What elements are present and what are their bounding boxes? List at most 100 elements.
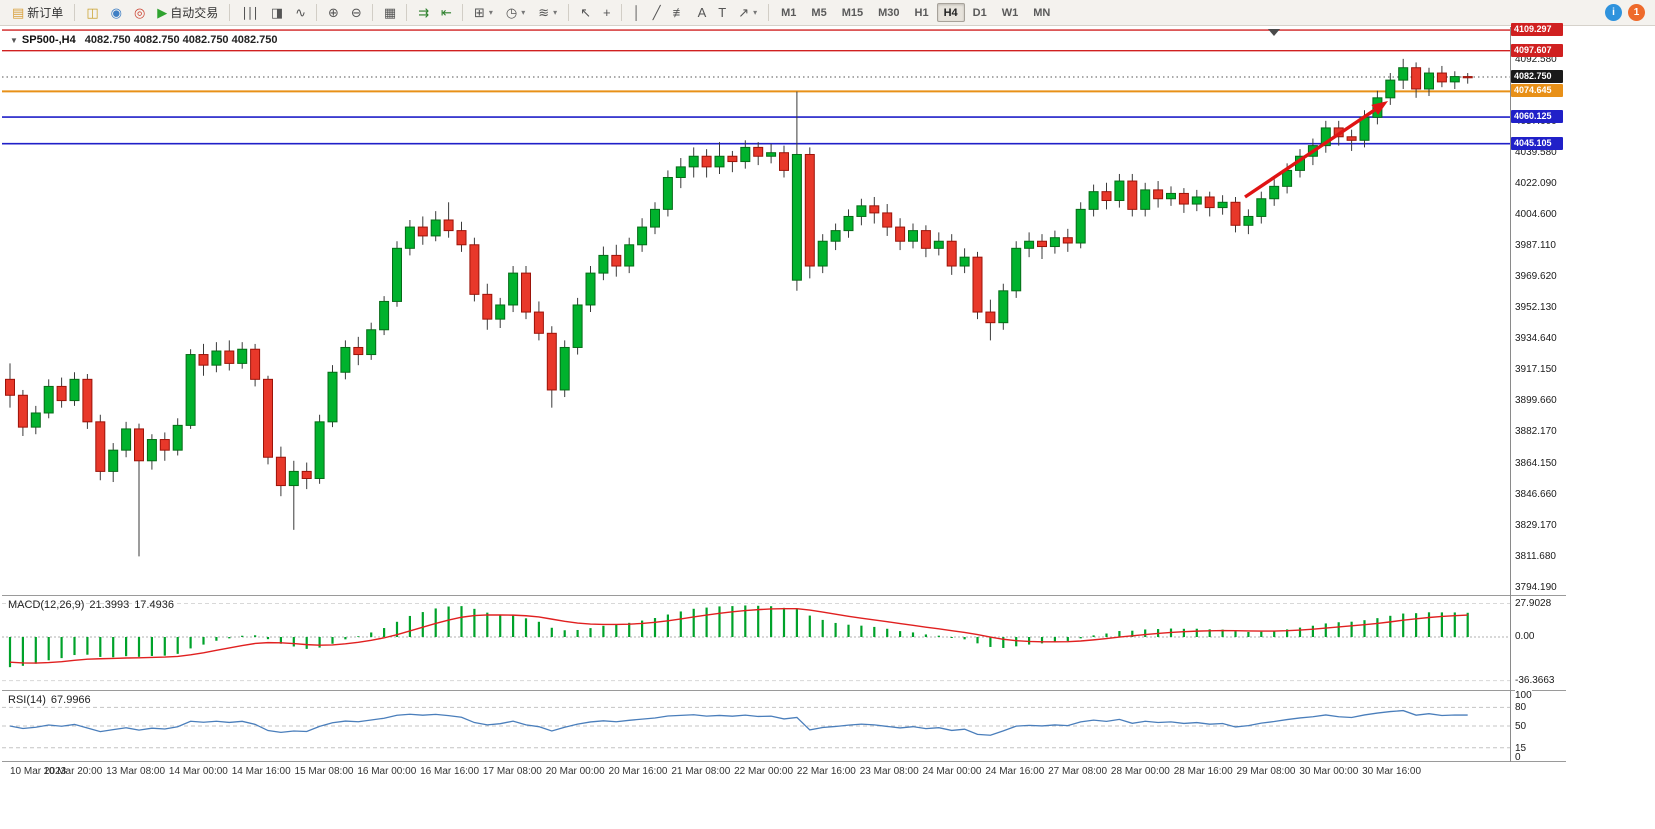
zoom-in-button[interactable]: ⊕ — [322, 2, 344, 23]
notification-badge[interactable]: 1 — [1628, 4, 1645, 21]
resistance-line-upper-label[interactable]: 4109.297 — [1511, 23, 1563, 37]
tile-windows-button[interactable]: ▦ — [378, 2, 401, 23]
support-line-upper-label[interactable]: 4060.125 — [1511, 110, 1563, 124]
community-status-icon[interactable]: i — [1605, 4, 1622, 21]
zoom-in-icon: ⊕ — [328, 5, 339, 20]
timeframe-h1-button[interactable]: H1 — [908, 3, 936, 22]
dropdown-caret-icon: ▾ — [753, 8, 758, 17]
autotrading-button[interactable]: ▶ 自动交易 — [151, 2, 224, 23]
pane-splitter[interactable] — [2, 595, 1566, 596]
candle-body-up — [637, 226, 648, 246]
trend-arrow[interactable] — [1244, 108, 1376, 199]
rsi-panel[interactable] — [2, 691, 1510, 761]
trend-arrow-head[interactable] — [1371, 101, 1388, 115]
price-scale-label: 3952.130 — [1515, 302, 1557, 315]
fibonacci-tool-button[interactable]: ≢ — [667, 2, 691, 23]
crosshair-tool-button[interactable]: + — [597, 2, 616, 23]
one-click-trading-toggle[interactable]: ▼ — [10, 36, 18, 45]
candle-body-down — [1411, 67, 1422, 90]
candle-body-down — [417, 226, 428, 237]
time-axis-label: 15 Mar 08:00 — [294, 766, 354, 777]
time-axis-label: 14 Mar 00:00 — [168, 766, 228, 777]
candle-body-up — [508, 272, 519, 306]
zoom-out-button[interactable]: ⊖ — [345, 2, 367, 23]
vertical-line-tool-button[interactable]: │ — [627, 2, 646, 23]
timeframe-m30-button[interactable]: M30 — [871, 3, 906, 22]
label-tool-button[interactable]: T — [712, 2, 731, 23]
candle-body-up — [43, 385, 54, 414]
toolbar-button-group: ▤ 新订单 ◫ ◉ ◎ ▶ 自动交易 ∣∣∣ ◨ ∿ ⊕ ⊖ ▦ ⇉ ⇤ ⊞ ▾ ◷ ▾ ≋ ▾ ↖ + │ ╱ ≢ A T ↗ ▾ M1 M… — [6, 0, 1057, 26]
orange-level-line-label[interactable]: 4074.645 — [1511, 84, 1563, 98]
time-axis-label: 16 Mar 16:00 — [420, 766, 480, 777]
price-scale-label: 3864.150 — [1515, 458, 1557, 471]
bid-price-line-label[interactable]: 4082.750 — [1511, 70, 1563, 84]
timeframe-w1-button[interactable]: W1 — [995, 3, 1026, 22]
profiles-button[interactable]: ◷ ▾ — [500, 2, 531, 23]
candle-body-up — [1140, 189, 1151, 210]
dropdown-caret-icon: ▾ — [521, 8, 526, 17]
arrows-tool-button[interactable]: ↗ ▾ — [732, 2, 763, 23]
timeframe-h4-button[interactable]: H4 — [936, 3, 965, 22]
toolbar-separator — [371, 4, 373, 21]
new-chart-button[interactable]: ⊞ ▾ — [468, 2, 499, 23]
candle-body-up — [314, 421, 325, 479]
chart-shift-button[interactable]: ⇤ — [435, 2, 457, 23]
candle-body-up — [830, 230, 841, 242]
timeframe-m1-button[interactable]: M1 — [774, 3, 803, 22]
line-chart-mode-button[interactable]: ∿ — [289, 2, 311, 23]
candle-body-down — [1037, 240, 1047, 248]
timeframe-m5-button[interactable]: M5 — [804, 3, 833, 22]
time-axis-label: 14 Mar 16:00 — [231, 766, 291, 777]
timeframe-h1-button-label: H1 — [914, 6, 929, 19]
time-axis[interactable]: 10 Mar 2023 10 Mar 20:00 13 Mar 08:00 14 Ma… — [2, 762, 1566, 780]
support-line-lower-label[interactable]: 4045.105 — [1511, 136, 1563, 150]
pane-splitter[interactable] — [2, 761, 1566, 762]
resistance-line-lower-label[interactable]: 4097.607 — [1511, 43, 1563, 57]
macd-signal-value: 17.4936 — [134, 599, 174, 611]
candlestick-mode-button[interactable]: ◨ — [265, 2, 288, 23]
new-order-button[interactable]: ▤ 新订单 — [6, 2, 69, 23]
candle-body-down — [443, 219, 454, 232]
candle-body-up — [211, 350, 222, 366]
trendline-tool-button[interactable]: ╱ — [647, 2, 666, 23]
community-button[interactable]: ◎ — [128, 2, 150, 23]
indicators-button[interactable]: ≋ ▾ — [532, 2, 563, 23]
candle-body-down — [779, 152, 789, 171]
text-tool-button[interactable]: A — [692, 2, 712, 23]
candle-body-down — [275, 456, 286, 487]
timeframe-mn-button[interactable]: MN — [1026, 3, 1057, 22]
candle-body-down — [95, 421, 106, 472]
macd-scale[interactable]: 27.9028 0.00 -36.3663 — [1510, 596, 1566, 690]
rsi-scale[interactable]: 100 80 50 15 0 — [1510, 690, 1566, 764]
price-chart[interactable] — [2, 27, 1510, 595]
time-axis-label: 27 Mar 08:00 — [1048, 766, 1108, 777]
time-axis-label: 30 Mar 00:00 — [1299, 766, 1359, 777]
candle-body-up — [392, 247, 402, 302]
profile-button[interactable]: ◉ — [105, 2, 127, 23]
candle-body-down — [134, 428, 144, 462]
candle-body-down — [920, 230, 931, 249]
macd-panel[interactable] — [2, 596, 1510, 690]
cursor-tool-button[interactable]: ↖ — [574, 2, 596, 23]
candle-body-up — [1166, 192, 1176, 200]
charts-panel-button[interactable]: ◫ — [80, 2, 103, 23]
new-order-button-label: 新订单 — [27, 6, 64, 20]
price-scale[interactable]: 4092.5804075.0904057.6004039.5804022.090… — [1510, 23, 1566, 595]
auto-scroll-button[interactable]: ⇉ — [412, 2, 434, 23]
timeframe-m15-button[interactable]: M15 — [835, 3, 870, 22]
text-icon: A — [697, 5, 707, 20]
candle-body-down — [224, 350, 235, 364]
candle-body-down — [353, 346, 364, 356]
bar-chart-mode-button[interactable]: ∣∣∣ — [235, 2, 264, 23]
chart-shift-marker[interactable] — [1268, 29, 1280, 36]
candle-body-up — [1088, 191, 1099, 210]
pane-splitter[interactable] — [2, 690, 1566, 691]
candle-body-up — [108, 449, 119, 472]
timeframe-d1-button[interactable]: D1 — [966, 3, 994, 22]
candle-body-down — [250, 348, 261, 380]
candle-body-up — [1424, 72, 1434, 90]
candle-body-down — [1230, 201, 1241, 226]
candle-body-down — [469, 244, 480, 295]
candle-body-up — [843, 215, 854, 232]
candle-body-up — [288, 470, 299, 487]
